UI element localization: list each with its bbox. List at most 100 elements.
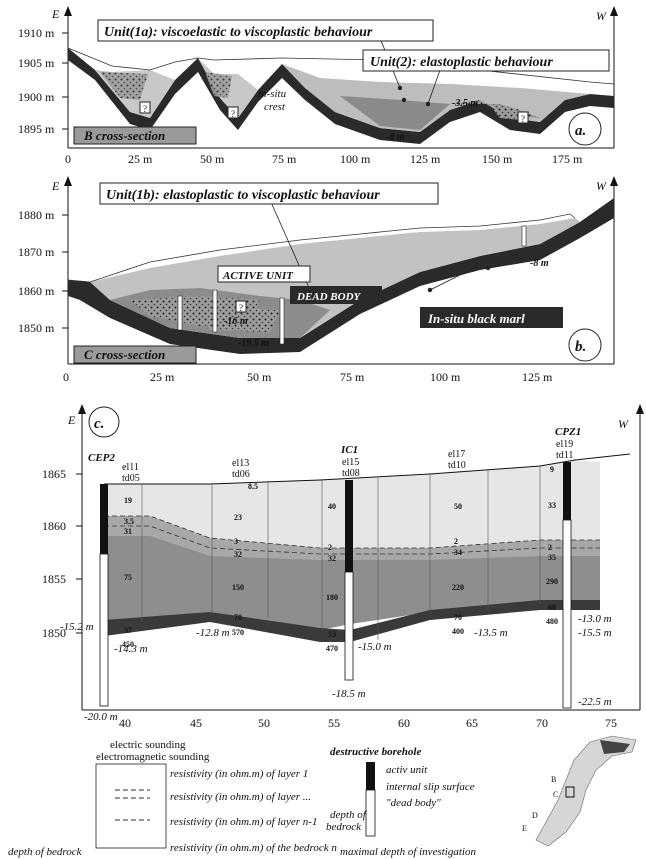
x-tick: 50 m <box>247 370 272 384</box>
sounding-depths: -14.3 m -12.8 m -15.0 m -13.5 m -13.0 m … <box>114 613 612 655</box>
x-tick: 175 m <box>552 152 583 166</box>
svg-text:9: 9 <box>550 465 554 474</box>
borehole-ic1 <box>344 571 354 681</box>
svg-text:-13.0 m: -13.0 m <box>578 613 612 625</box>
y-tick: 1860 <box>42 519 66 533</box>
borehole-cep2 <box>99 553 109 707</box>
svg-text:-15.0 m: -15.0 m <box>358 641 392 653</box>
x-tick: 50 m <box>200 152 225 166</box>
borehole-cpz1 <box>562 519 572 709</box>
legend-ems: electromagnetic sounding <box>96 751 210 763</box>
svg-text:400: 400 <box>452 627 464 636</box>
x-tick: 75 m <box>272 152 297 166</box>
x-tick: 125 m <box>522 370 553 384</box>
panel-c-label: c. <box>94 416 104 432</box>
dir-west-c: W <box>618 417 629 431</box>
unit2-box <box>362 49 610 72</box>
arrow-up-icon <box>610 176 618 186</box>
svg-text:2: 2 <box>454 537 458 546</box>
borehole-depth: -22.5 m <box>578 696 612 708</box>
sounding-td: td06 <box>232 469 250 480</box>
svg-text:-14.3 m: -14.3 m <box>114 643 148 655</box>
x-tick: 25 m <box>150 370 175 384</box>
sounding-el: el13 <box>232 458 249 469</box>
sounding-values: 19 3.5 31 75 37 450 8.5 23 3 32 150 70 5… <box>122 465 558 653</box>
depth-label: -8 m <box>530 258 549 269</box>
sounding-td: td05 <box>122 473 140 484</box>
x-tick: 100 m <box>340 152 371 166</box>
svg-text:40: 40 <box>328 502 336 511</box>
fill-a4 <box>340 96 450 130</box>
legend-db4a: depth of <box>330 809 368 821</box>
arrow-up-icon <box>610 6 618 16</box>
svg-text:-13.5 m: -13.5 m <box>474 627 508 639</box>
svg-text:8.5: 8.5 <box>248 482 258 491</box>
depth-label: -19.5 m <box>238 338 269 349</box>
y-tick: 1910 m <box>18 26 55 40</box>
x-tick: 75 m <box>340 370 365 384</box>
depth-label: -16 m <box>224 316 248 327</box>
svg-text:35: 35 <box>548 553 556 562</box>
svg-text:32: 32 <box>328 554 336 563</box>
x-tick: 45 <box>190 716 202 730</box>
unknown-mark: ? <box>143 104 147 114</box>
x-tick: 25 m <box>128 152 153 166</box>
map-label: D <box>532 811 538 820</box>
location-map: B C D E <box>522 735 637 847</box>
svg-text:150: 150 <box>232 583 244 592</box>
active-unit-label: ACTIVE UNIT <box>222 270 294 282</box>
x-tick: 60 <box>398 716 410 730</box>
y-tick: 1895 m <box>18 122 55 136</box>
legend-db5: maximal depth of investigation <box>340 846 476 858</box>
legend-db2: internal slip surface <box>386 781 475 793</box>
sounding-el: el15 <box>342 457 359 468</box>
panel-b-label: b. <box>575 339 586 355</box>
unit1b-box <box>99 182 439 205</box>
svg-text:23: 23 <box>234 513 242 522</box>
y-tick: 1905 m <box>18 56 55 70</box>
layer-slip <box>104 600 600 642</box>
svg-text:34: 34 <box>454 548 462 557</box>
sounding-el: el19 <box>556 439 573 450</box>
sounding-td: td08 <box>342 468 360 479</box>
legend-r3: resistivity (in ohm.m) of layer n-1 <box>170 816 317 828</box>
svg-text:3.5: 3.5 <box>124 517 134 526</box>
crest-label: crest <box>264 101 286 113</box>
y-tick: 1880 m <box>18 208 55 222</box>
y-tick: 1855 <box>42 572 66 586</box>
legend-dob: depth of bedrock <box>8 846 83 858</box>
svg-text:31: 31 <box>124 527 132 536</box>
svg-text:70: 70 <box>234 613 242 622</box>
panel-a-label: a. <box>575 123 586 139</box>
y-tick: 1870 m <box>18 245 55 259</box>
svg-text:2: 2 <box>548 543 552 552</box>
svg-text:290: 290 <box>546 577 558 586</box>
bedrock-a <box>68 48 614 144</box>
svg-text:60: 60 <box>548 603 556 612</box>
x-tick: 50 <box>258 716 270 730</box>
svg-text:3: 3 <box>234 537 238 546</box>
arrow-up-icon <box>78 404 86 414</box>
dir-east-c: E <box>67 413 76 427</box>
arrow-up-icon <box>636 404 644 414</box>
arrow-up-icon <box>64 176 72 186</box>
legend-r2: resistivity (in ohm.m) of layer ... <box>170 791 311 803</box>
section-b-box <box>73 126 197 145</box>
svg-text:19: 19 <box>124 496 132 505</box>
svg-text:-15.5 m: -15.5 m <box>578 627 612 639</box>
borehole-depth: -20.0 m <box>84 711 118 723</box>
legend-sounding-box <box>95 763 167 849</box>
bedrock-b <box>68 198 614 354</box>
depth-label: -3.5 m <box>452 98 478 109</box>
dir-west-b: W <box>596 179 607 193</box>
svg-text:75: 75 <box>124 573 132 582</box>
panel-a-label-circle <box>568 112 602 146</box>
unknown-mark: ? <box>521 114 525 124</box>
borehole-active <box>100 484 108 554</box>
unit2-label: Unit(2): elastoplastic behaviour <box>370 55 553 70</box>
dead-body-label: DEAD BODY <box>296 291 362 303</box>
svg-text:32: 32 <box>234 550 242 559</box>
x-tick: 0 <box>63 370 69 384</box>
marl-label: In-situ black marl <box>427 311 525 326</box>
